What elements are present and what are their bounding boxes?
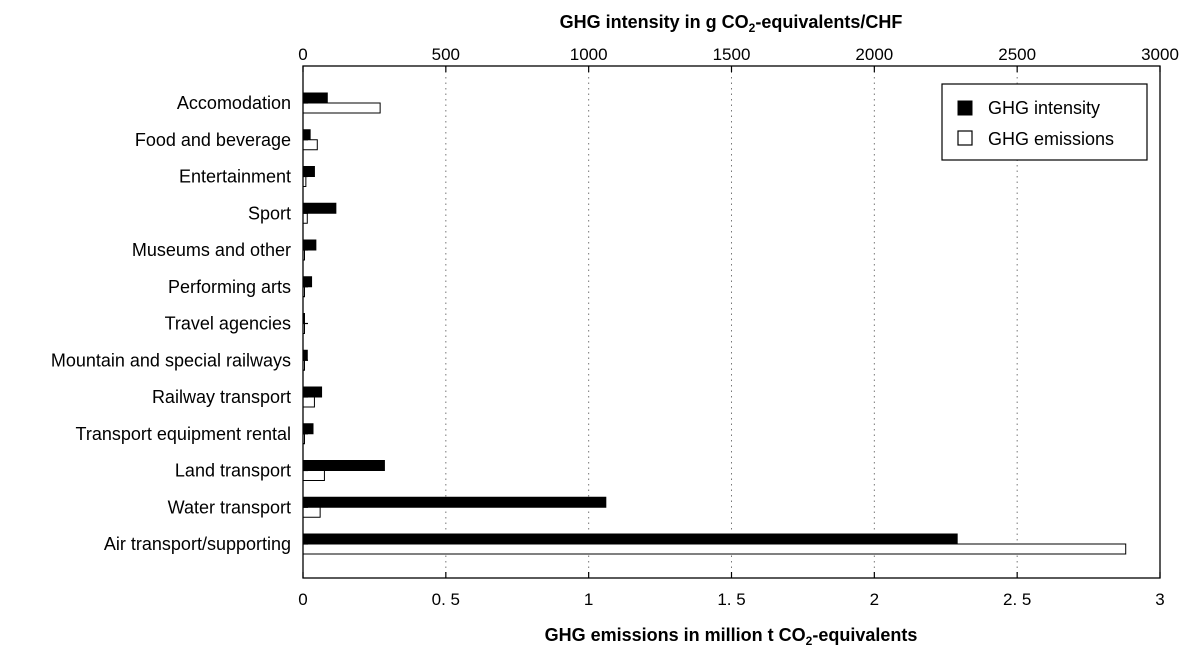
bar-ghg-intensity-air-transport-supporting [302,533,958,545]
legend-swatch-ghg-intensity [957,100,973,116]
category-label-railway-transport: Railway transport [152,387,291,407]
legend: GHG intensity GHG emissions [941,83,1148,161]
bottom-tick-label: 1 [584,590,593,609]
bar-ghg-emissions-land-transport [302,470,325,481]
bar-ghg-intensity-entertainment [302,166,315,177]
bar-ghg-emissions-accomodation [302,102,381,114]
top-tick-label: 3000 [1141,45,1179,64]
category-label-air-transport-supporting: Air transport/supporting [104,534,291,554]
bars [302,92,1127,555]
bar-ghg-emissions-air-transport-supporting [302,543,1127,555]
bar-ghg-emissions-railway-transport [302,396,315,408]
bottom-axis-title: GHG emissions in million t CO2-equivalen… [545,625,918,648]
axis-ticks: 0 0 500 0. 5 1000 1 1500 1. 5 2000 2 2500 2. 5 3000 3 [298,45,1179,609]
bar-ghg-intensity-transport-equipment-rental [302,423,314,435]
top-tick-label: 1000 [570,45,608,64]
bar-ghg-intensity-performing-arts [302,276,313,288]
bar-ghg-intensity-land-transport [302,460,385,471]
bottom-tick-label: 0 [298,590,307,609]
bottom-tick-label: 2 [870,590,879,609]
top-tick-label: 2500 [998,45,1036,64]
bar-ghg-intensity-sport [302,202,337,214]
bar-ghg-intensity-museums-and-other [302,239,317,251]
bar-ghg-emissions-food-and-beverage [302,139,318,151]
category-label-food-and-beverage: Food and beverage [135,130,291,150]
category-label-travel-agencies: Travel agencies [165,314,291,334]
top-axis-title: GHG intensity in g CO2-equivalents/CHF [560,12,903,35]
bar-ghg-intensity-accomodation [302,92,328,104]
category-label-museums-and-other: Museums and other [132,240,291,260]
bar-ghg-emissions-water-transport [302,506,321,518]
bottom-tick-label: 0. 5 [432,590,460,609]
legend-box [941,83,1148,161]
category-label-land-transport: Land transport [175,461,291,481]
top-tick-label: 2000 [855,45,893,64]
category-label-mountain-and-special-railways: Mountain and special railways [51,350,291,370]
category-labels: Accomodation Food and beverage Entertainme… [51,93,291,554]
bar-ghg-intensity-food-and-beverage [302,129,311,141]
category-label-transport-equipment-rental: Transport equipment rental [76,424,291,444]
category-label-sport: Sport [248,203,291,223]
top-tick-label: 1500 [713,45,751,64]
category-label-performing-arts: Performing arts [168,277,291,297]
category-label-entertainment: Entertainment [179,167,291,187]
bar-ghg-intensity-railway-transport [302,386,323,398]
legend-label-ghg-emissions: GHG emissions [988,129,1114,149]
category-label-accomodation: Accomodation [177,93,291,113]
bottom-tick-label: 3 [1155,590,1164,609]
top-tick-label: 500 [432,45,460,64]
bottom-tick-label: 1. 5 [717,590,745,609]
top-tick-label: 0 [298,45,307,64]
bottom-tick-label: 2. 5 [1003,590,1031,609]
legend-label-ghg-intensity: GHG intensity [988,98,1100,118]
legend-swatch-ghg-emissions [957,130,973,146]
category-label-water-transport: Water transport [168,497,291,517]
bar-ghg-intensity-water-transport [302,496,607,508]
